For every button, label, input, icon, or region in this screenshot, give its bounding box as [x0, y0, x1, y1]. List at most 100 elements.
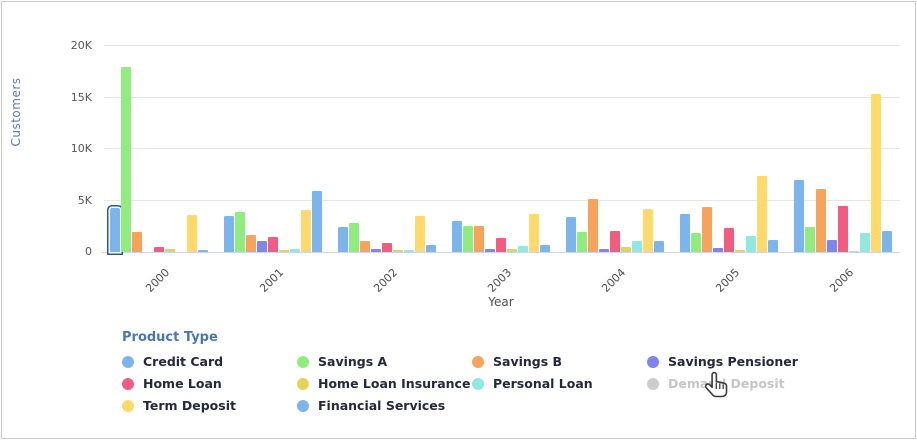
bar-credit-card-2003[interactable] — [452, 221, 462, 252]
legend-swatch-icon — [122, 355, 134, 368]
bar-term-deposit-2002[interactable] — [415, 215, 425, 252]
legend-item-savings-a[interactable]: Savings A — [297, 354, 472, 369]
bar-home-loan-insurance-2000[interactable] — [165, 249, 175, 252]
bar-credit-card-2006[interactable] — [794, 179, 804, 252]
legend-item-label: Credit Card — [143, 354, 224, 369]
legend-item-label: Savings Pensioner — [668, 354, 798, 369]
bar-savings-a-2000[interactable] — [121, 66, 131, 252]
y-tick-label: 0 — [85, 245, 92, 258]
bar-home-loan-2003[interactable] — [496, 237, 506, 252]
bar-savings-b-2001[interactable] — [246, 235, 256, 252]
bar-financial-services-2001[interactable] — [312, 191, 322, 252]
bar-group-2005 — [672, 175, 786, 252]
bar-home-loan-insurance-2003[interactable] — [507, 248, 517, 252]
bar-group-2004 — [558, 199, 672, 252]
bar-term-deposit-2005[interactable] — [757, 175, 767, 252]
bar-financial-services-2000[interactable] — [198, 250, 208, 252]
bar-credit-card-2005[interactable] — [680, 213, 690, 252]
bar-savings-pensioner-2005[interactable] — [713, 248, 723, 252]
bar-savings-a-2006[interactable] — [805, 227, 815, 252]
bar-group-2000 — [102, 66, 216, 252]
bar-group-2001 — [216, 191, 330, 252]
y-axis-title: Customers — [9, 77, 23, 147]
bar-financial-services-2002[interactable] — [426, 245, 436, 252]
bar-personal-loan-2004[interactable] — [632, 241, 642, 252]
bar-home-loan-2005[interactable] — [724, 227, 734, 252]
bar-savings-pensioner-2006[interactable] — [827, 239, 837, 252]
bar-term-deposit-2006[interactable] — [871, 94, 881, 252]
bar-savings-b-2000[interactable] — [132, 232, 142, 252]
bar-home-loan-insurance-2006[interactable] — [849, 250, 859, 252]
y-tick-label: 5K — [77, 193, 92, 207]
bar-credit-card-2000[interactable] — [110, 207, 120, 252]
bar-home-loan-insurance-2005[interactable] — [735, 249, 745, 252]
legend-item-savings-pensioner[interactable]: Savings Pensioner — [647, 354, 822, 369]
legend-item-label: Savings B — [493, 354, 563, 369]
legend-item-label: Term Deposit — [143, 398, 236, 413]
legend-swatch-icon — [472, 355, 484, 368]
bar-savings-pensioner-2002[interactable] — [371, 249, 381, 252]
bar-financial-services-2004[interactable] — [654, 241, 664, 252]
x-axis-line — [102, 252, 900, 253]
bar-term-deposit-2000[interactable] — [187, 214, 197, 252]
bar-home-loan-2006[interactable] — [838, 205, 848, 252]
legend-item-demand-deposit[interactable]: Demand Deposit — [647, 376, 822, 391]
legend-item-financial-services[interactable]: Financial Services — [297, 398, 472, 413]
plot-area — [102, 45, 900, 253]
legend-item-credit-card[interactable]: Credit Card — [122, 354, 297, 369]
bar-savings-a-2002[interactable] — [349, 222, 359, 252]
bar-savings-b-2006[interactable] — [816, 189, 826, 252]
bar-savings-a-2001[interactable] — [235, 211, 245, 252]
legend-swatch-icon — [122, 377, 134, 390]
bar-credit-card-2004[interactable] — [566, 216, 576, 252]
bar-home-loan-insurance-2004[interactable] — [621, 247, 631, 252]
bar-personal-loan-2005[interactable] — [746, 235, 756, 252]
bar-term-deposit-2003[interactable] — [529, 213, 539, 252]
bar-personal-loan-2003[interactable] — [518, 245, 528, 252]
gridline — [104, 45, 900, 46]
legend-item-personal-loan[interactable]: Personal Loan — [472, 376, 647, 391]
bar-savings-b-2002[interactable] — [360, 241, 370, 252]
bar-home-loan-2004[interactable] — [610, 231, 620, 252]
bar-term-deposit-2001[interactable] — [301, 209, 311, 252]
y-tick-label: 20K — [70, 39, 92, 52]
bar-credit-card-2002[interactable] — [338, 227, 348, 252]
bar-home-loan-insurance-2001[interactable] — [279, 250, 289, 252]
legend-title: Product Type — [122, 330, 218, 345]
bar-home-loan-2002[interactable] — [382, 242, 392, 252]
legend-item-savings-b[interactable]: Savings B — [472, 354, 647, 369]
legend-item-home-loan[interactable]: Home Loan — [122, 376, 297, 391]
bar-personal-loan-2001[interactable] — [290, 249, 300, 252]
bar-savings-a-2005[interactable] — [691, 233, 701, 252]
bar-savings-b-2004[interactable] — [588, 199, 598, 252]
x-axis-title: Year — [488, 295, 514, 309]
bar-term-deposit-2004[interactable] — [643, 209, 653, 252]
legend-item-home-loan-insurance[interactable]: Home Loan Insurance — [297, 376, 472, 391]
bar-financial-services-2005[interactable] — [768, 239, 778, 252]
bar-personal-loan-2006[interactable] — [860, 233, 870, 252]
bar-home-loan-2000[interactable] — [154, 247, 164, 252]
y-tick-label: 10K — [70, 142, 92, 155]
bar-savings-pensioner-2003[interactable] — [485, 249, 495, 252]
bar-savings-a-2004[interactable] — [577, 232, 587, 252]
legend-swatch-icon — [647, 377, 659, 390]
legend-item-term-deposit[interactable]: Term Deposit — [122, 398, 297, 413]
legend: Product Type Credit Card Savings A Savings… — [122, 330, 822, 413]
y-tick-label: 15K — [70, 90, 92, 104]
bar-savings-pensioner-2001[interactable] — [257, 241, 267, 252]
bar-home-loan-2001[interactable] — [268, 237, 278, 252]
bar-savings-pensioner-2004[interactable] — [599, 249, 609, 252]
bar-savings-a-2003[interactable] — [463, 226, 473, 252]
legend-items: Credit Card Savings A Savings B Savings Pen… — [122, 354, 822, 413]
bar-group-2003 — [444, 213, 558, 252]
bar-personal-loan-2002[interactable] — [404, 249, 414, 252]
bar-credit-card-2001[interactable] — [224, 215, 234, 252]
bar-savings-b-2005[interactable] — [702, 207, 712, 252]
bar-financial-services-2003[interactable] — [540, 244, 550, 252]
gridline — [104, 199, 900, 201]
bar-financial-services-2006[interactable] — [882, 230, 892, 252]
bar-savings-b-2003[interactable] — [474, 225, 484, 252]
bar-home-loan-insurance-2002[interactable] — [393, 249, 403, 252]
gridline — [104, 96, 900, 98]
legend-item-label: Home Loan Insurance — [318, 376, 471, 391]
